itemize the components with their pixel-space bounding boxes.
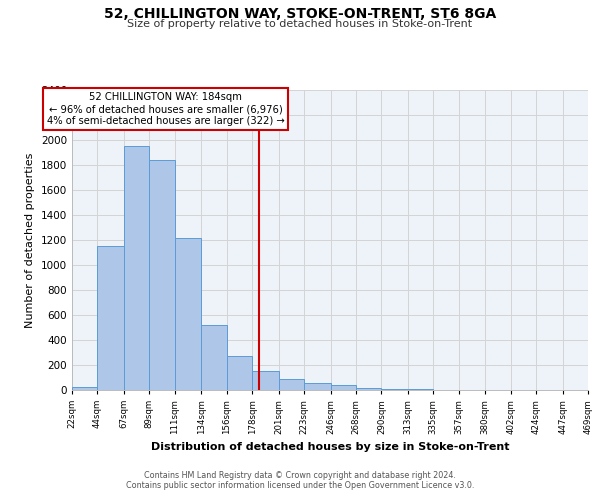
- Bar: [331, 385, 356, 390]
- Bar: [124, 146, 149, 390]
- Text: Contains public sector information licensed under the Open Government Licence v3: Contains public sector information licen…: [126, 481, 474, 490]
- Bar: [252, 370, 278, 390]
- Bar: [175, 238, 201, 390]
- Bar: [201, 325, 227, 390]
- Bar: [72, 387, 97, 390]
- Bar: [227, 356, 252, 390]
- Bar: [97, 246, 124, 390]
- Bar: [356, 388, 382, 390]
- Text: Size of property relative to detached houses in Stoke-on-Trent: Size of property relative to detached ho…: [127, 19, 473, 29]
- Text: 52, CHILLINGTON WAY, STOKE-ON-TRENT, ST6 8GA: 52, CHILLINGTON WAY, STOKE-ON-TRENT, ST6…: [104, 8, 496, 22]
- Bar: [149, 160, 175, 390]
- Text: Contains HM Land Registry data © Crown copyright and database right 2024.: Contains HM Land Registry data © Crown c…: [144, 471, 456, 480]
- Text: Distribution of detached houses by size in Stoke-on-Trent: Distribution of detached houses by size …: [151, 442, 509, 452]
- Bar: [304, 383, 331, 390]
- Bar: [278, 379, 304, 390]
- Text: 52 CHILLINGTON WAY: 184sqm
← 96% of detached houses are smaller (6,976)
4% of se: 52 CHILLINGTON WAY: 184sqm ← 96% of deta…: [47, 92, 284, 126]
- Bar: [382, 389, 408, 390]
- Y-axis label: Number of detached properties: Number of detached properties: [25, 152, 35, 328]
